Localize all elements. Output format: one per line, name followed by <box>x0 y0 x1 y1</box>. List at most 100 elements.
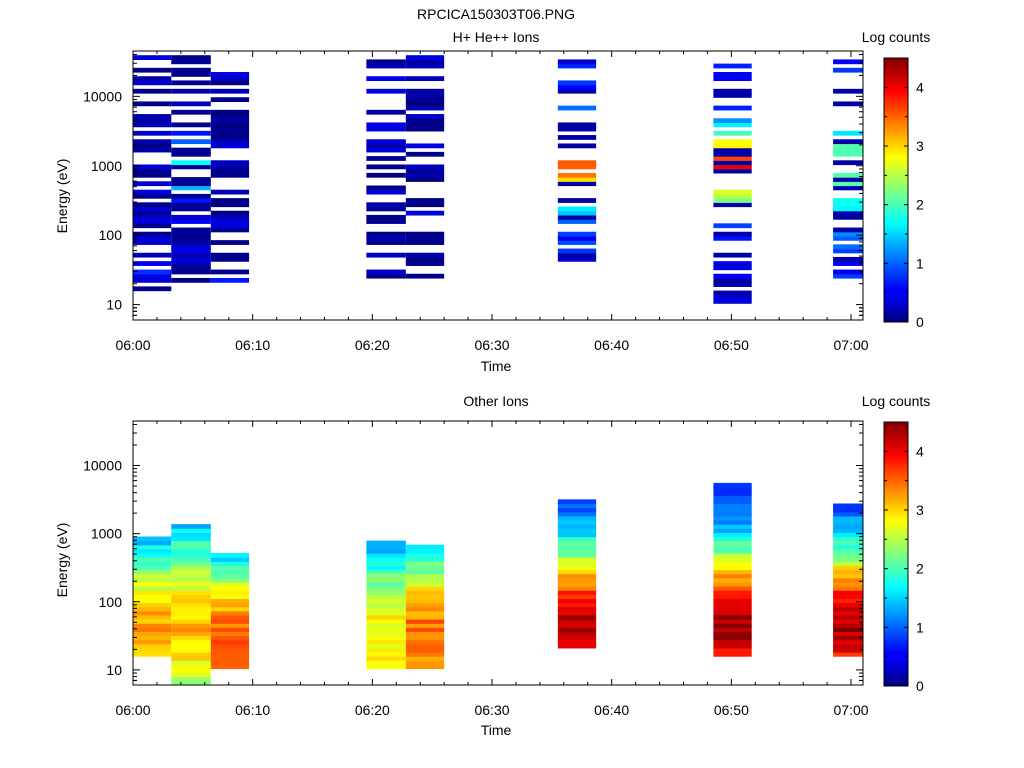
spectrogram-cell <box>405 660 445 665</box>
spectrogram-cell <box>557 88 597 94</box>
spectrogram-cell <box>171 206 211 212</box>
spectrogram-cell <box>833 598 863 604</box>
spectrogram-cell <box>833 248 863 254</box>
spectrogram-cell <box>405 594 445 599</box>
spectrogram-cell <box>557 206 597 212</box>
y-tick-label: 10 <box>106 662 122 678</box>
spectrogram-cell <box>405 606 445 612</box>
spectrogram-cell <box>405 273 445 279</box>
spectrogram-cell <box>366 172 406 178</box>
spectrogram-cell <box>133 598 172 604</box>
spectrogram-cell <box>557 635 597 641</box>
spectrogram-cell <box>133 627 172 632</box>
spectrogram-cell <box>713 631 752 637</box>
panel-h-he-ions: H+ He++ Ions 06:00 06:10 06:20 06:30 06:40 06… <box>54 29 930 374</box>
colorbar-ticks: 0 1 2 3 4 <box>884 79 924 330</box>
spectrogram-cell <box>171 147 211 153</box>
spectrogram-cell <box>210 118 250 124</box>
spectrogram-cell <box>557 219 597 224</box>
spectrogram-cell <box>366 573 406 579</box>
spectrogram-cell <box>557 240 597 245</box>
spectrogram-cell <box>557 544 597 550</box>
spectrogram-cell <box>405 647 445 653</box>
spectrogram-cell <box>713 491 752 496</box>
spectrogram-cell <box>557 511 597 517</box>
spectrogram-cell <box>210 619 250 624</box>
spectrogram-cell <box>833 606 863 612</box>
spectrogram-cell <box>133 219 172 224</box>
y-axis-ticks: 10 100 1000 10000 <box>83 54 863 321</box>
spectrogram-cell <box>713 540 752 546</box>
x-tick-label: 06:40 <box>594 337 629 353</box>
spectrogram-cell <box>133 143 172 149</box>
spectrogram-cell <box>713 223 752 229</box>
spectrogram-cell <box>210 160 250 166</box>
spectrogram-cell <box>133 652 172 657</box>
spectrogram-cell <box>833 177 863 182</box>
spectrogram-cell <box>833 594 863 599</box>
spectrogram-cell <box>171 639 211 645</box>
x-tick-label: 06:50 <box>714 337 749 353</box>
spectrogram-cell <box>833 214 863 220</box>
spectrogram-cell <box>713 118 752 124</box>
spectrogram-cell <box>171 643 211 649</box>
spectrogram-cell <box>405 656 445 661</box>
spectrogram-cell <box>833 577 863 583</box>
spectrogram-cell <box>171 248 211 254</box>
spectrogram-cell <box>833 202 863 208</box>
y-tick-label: 1000 <box>91 526 122 542</box>
spectrogram-cell <box>557 598 597 604</box>
colorbar-tick-label: 1 <box>916 255 924 271</box>
spectrogram-cell <box>366 631 406 637</box>
spectrogram-cell <box>713 93 752 98</box>
spectrogram-cell <box>405 55 445 60</box>
spectrogram-cell <box>713 511 752 517</box>
spectrogram-cell <box>833 619 863 624</box>
spectrogram-cell <box>171 540 211 546</box>
spectrogram-cell <box>366 660 406 665</box>
y-axis-label: Energy (eV) <box>54 159 70 234</box>
y-tick-label: 100 <box>99 594 123 610</box>
spectrogram-cell <box>171 594 211 599</box>
spectrogram-cell <box>557 532 597 538</box>
spectrogram-cell <box>366 63 406 69</box>
spectrogram-cell <box>833 210 863 216</box>
spectrogram-cell <box>713 652 752 657</box>
spectrogram-cell <box>171 231 211 237</box>
spectrogram-cell <box>171 67 211 73</box>
spectrogram-cell <box>405 93 445 98</box>
x-axis-label: Time <box>481 722 512 738</box>
spectrogram-cell <box>133 536 172 542</box>
spectrogram-cell <box>366 569 406 575</box>
spectrogram-cell <box>713 265 752 271</box>
spectrogram-cell <box>557 235 597 241</box>
spectrogram-cell <box>210 172 250 178</box>
spectrogram-cell <box>713 147 752 153</box>
spectrogram-cell <box>405 631 445 637</box>
spectrogram-cell <box>366 590 406 595</box>
spectrogram-cell <box>133 235 172 241</box>
spectrogram-cell <box>133 647 172 653</box>
spectrogram-cell <box>171 235 211 241</box>
spectrogram-cell <box>366 553 406 558</box>
spectrogram-cell <box>171 652 211 657</box>
spectrogram-cell <box>405 252 445 258</box>
x-tick-label: 06:50 <box>714 702 749 718</box>
spectrogram-cell <box>366 252 406 258</box>
spectrogram-cell <box>405 88 445 94</box>
spectrogram-cell <box>713 569 752 575</box>
spectrogram-cell <box>713 647 752 653</box>
spectrogram-cell <box>557 181 597 187</box>
spectrogram-cell <box>713 63 752 69</box>
spectrogram-cell <box>405 598 445 604</box>
spectrogram-cell <box>210 565 250 571</box>
spectrogram-cell <box>713 290 752 296</box>
spectrogram-cell <box>366 202 406 208</box>
spectrogram-cell <box>366 606 406 612</box>
spectrogram-cell <box>133 614 172 620</box>
colorbar-label: Log counts <box>862 393 931 409</box>
spectrogram-cell <box>557 214 597 220</box>
spectrogram-cell <box>713 507 752 513</box>
spectrogram-cell <box>405 261 445 266</box>
spectrogram-cell <box>405 573 445 579</box>
